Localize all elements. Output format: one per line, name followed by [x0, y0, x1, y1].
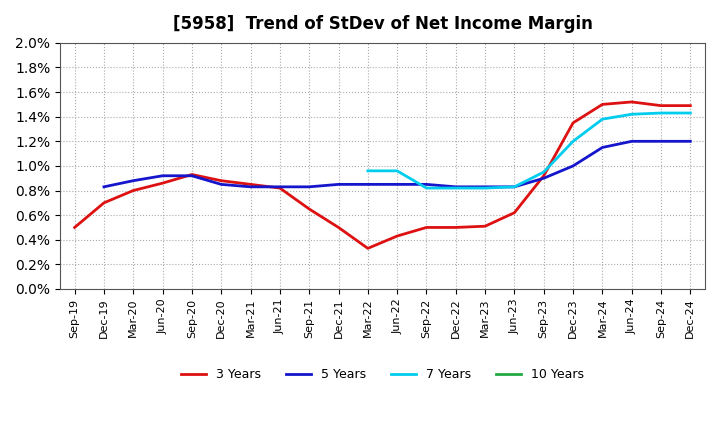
3 Years	[481, 224, 490, 229]
3 Years	[539, 173, 548, 178]
7 Years	[569, 139, 577, 144]
3 Years	[510, 210, 518, 215]
7 Years	[686, 110, 695, 116]
3 Years	[598, 102, 607, 107]
3 Years	[188, 172, 197, 177]
5 Years	[188, 173, 197, 178]
7 Years	[657, 110, 665, 116]
7 Years	[364, 168, 372, 173]
3 Years	[451, 225, 460, 230]
3 Years	[334, 225, 343, 230]
5 Years	[539, 176, 548, 181]
5 Years	[627, 139, 636, 144]
3 Years	[422, 225, 431, 230]
3 Years	[393, 233, 402, 238]
5 Years	[686, 139, 695, 144]
5 Years	[451, 184, 460, 190]
5 Years	[510, 184, 518, 190]
5 Years	[158, 173, 167, 178]
5 Years	[99, 184, 108, 190]
3 Years	[305, 206, 313, 212]
5 Years	[334, 182, 343, 187]
3 Years	[129, 188, 138, 193]
5 Years	[364, 182, 372, 187]
3 Years	[657, 103, 665, 108]
3 Years	[276, 185, 284, 191]
7 Years	[393, 168, 402, 173]
7 Years	[539, 169, 548, 175]
7 Years	[481, 185, 490, 191]
Line: 3 Years: 3 Years	[75, 102, 690, 248]
5 Years	[305, 184, 313, 190]
3 Years	[99, 200, 108, 205]
Legend: 3 Years, 5 Years, 7 Years, 10 Years: 3 Years, 5 Years, 7 Years, 10 Years	[176, 363, 589, 386]
3 Years	[158, 180, 167, 186]
3 Years	[364, 246, 372, 251]
7 Years	[510, 184, 518, 190]
5 Years	[422, 182, 431, 187]
3 Years	[246, 182, 255, 187]
5 Years	[481, 184, 490, 190]
5 Years	[598, 145, 607, 150]
7 Years	[598, 117, 607, 122]
7 Years	[627, 112, 636, 117]
5 Years	[657, 139, 665, 144]
7 Years	[422, 185, 431, 191]
3 Years	[569, 120, 577, 125]
5 Years	[129, 178, 138, 183]
3 Years	[71, 225, 79, 230]
3 Years	[217, 178, 225, 183]
7 Years	[451, 185, 460, 191]
5 Years	[246, 184, 255, 190]
5 Years	[276, 184, 284, 190]
Line: 7 Years: 7 Years	[368, 113, 690, 188]
Line: 5 Years: 5 Years	[104, 141, 690, 187]
Title: [5958]  Trend of StDev of Net Income Margin: [5958] Trend of StDev of Net Income Marg…	[173, 15, 593, 33]
3 Years	[686, 103, 695, 108]
5 Years	[217, 182, 225, 187]
5 Years	[393, 182, 402, 187]
3 Years	[627, 99, 636, 105]
5 Years	[569, 163, 577, 169]
